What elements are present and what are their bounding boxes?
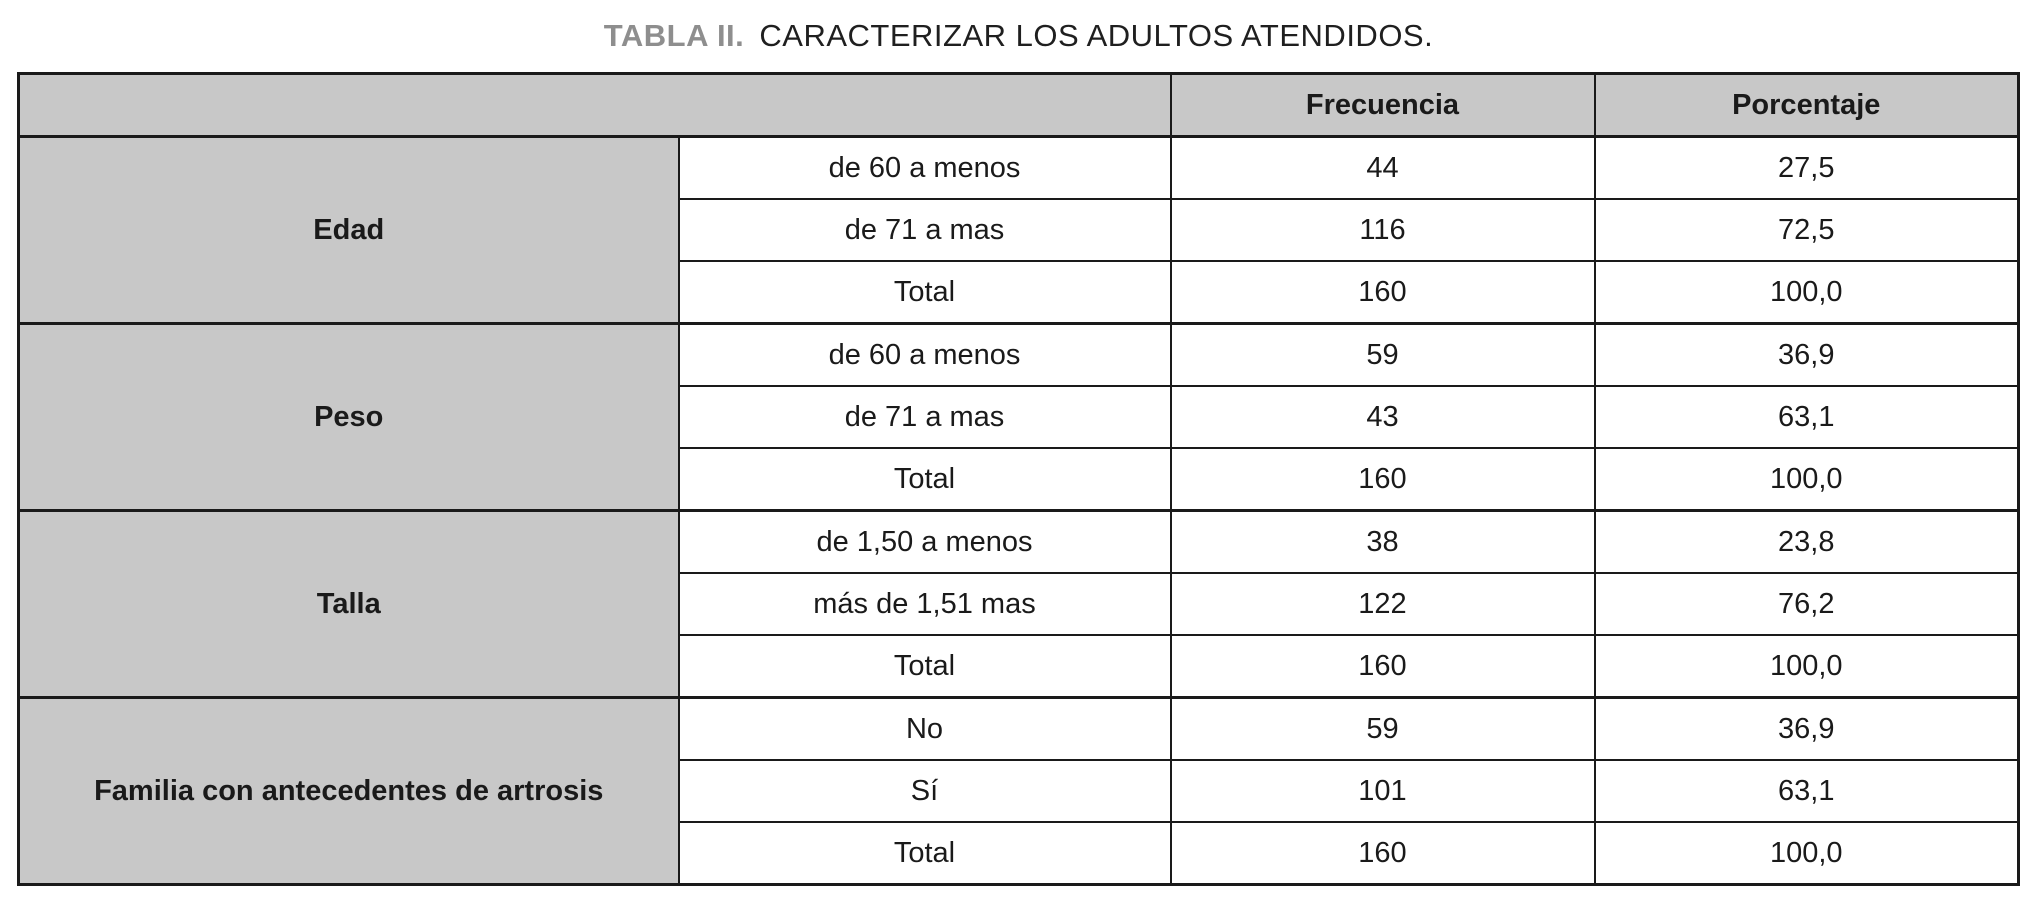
percentage-cell: 36,9	[1593, 696, 2020, 761]
frequency-cell: 59	[1169, 322, 1596, 387]
category-cell: de 1,50 a menos	[677, 509, 1172, 574]
percentage-cell: 63,1	[1593, 385, 2020, 449]
corner-cell	[17, 72, 1172, 138]
group-label-edad: Edad	[17, 135, 680, 325]
frequency-cell: 43	[1169, 385, 1596, 449]
table-row: de 71 a mas 43 63,1	[19, 385, 2020, 449]
percentage-cell: 100,0	[1593, 447, 2020, 512]
category-cell: de 60 a menos	[677, 322, 1172, 387]
table-title-label: TABLA II.	[603, 18, 745, 53]
category-cell: Total	[677, 821, 1172, 886]
percentage-cell: 100,0	[1593, 821, 2020, 886]
table-title-text: CARACTERIZAR LOS ADULTOS ATENDIDOS.	[759, 18, 1434, 53]
percentage-cell: 63,1	[1593, 759, 2020, 823]
frequency-cell: 160	[1169, 260, 1596, 325]
category-cell: Total	[677, 447, 1172, 512]
table-row: de 71 a mas 116 72,5	[19, 198, 2020, 262]
frequency-cell: 122	[1169, 572, 1596, 636]
table-row: Edad de 60 a menos 44 27,5	[17, 135, 2020, 325]
percentage-cell: 76,2	[1593, 572, 2020, 636]
percentage-cell: 100,0	[1593, 260, 2020, 325]
category-cell: de 60 a menos	[677, 135, 1172, 200]
percentage-cell: 72,5	[1593, 198, 2020, 262]
group-label-peso: Peso	[17, 322, 680, 512]
table-row: Sí 101 63,1	[19, 759, 2020, 823]
table-title: TABLA II. CARACTERIZAR LOS ADULTOS ATEND…	[0, 0, 2037, 56]
frequency-cell: 101	[1169, 759, 1596, 823]
characterization-table: Frecuencia Porcentaje Edad de 60 a menos…	[17, 72, 2020, 886]
frequency-cell: 59	[1169, 696, 1596, 761]
table-row: Total 160 100,0	[19, 821, 2020, 886]
category-cell: Total	[677, 634, 1172, 699]
column-header-frequency: Frecuencia	[1169, 72, 1596, 138]
percentage-cell: 23,8	[1593, 509, 2020, 574]
header-row: Frecuencia Porcentaje	[17, 72, 2020, 138]
percentage-cell: 27,5	[1593, 135, 2020, 200]
table-row: Peso de 60 a menos 59 36,9	[17, 322, 2020, 512]
category-cell: No	[677, 696, 1172, 761]
percentage-cell: 36,9	[1593, 322, 2020, 387]
category-cell: de 71 a mas	[677, 198, 1172, 262]
frequency-cell: 160	[1169, 821, 1596, 886]
table-row: Talla de 1,50 a menos 38 23,8	[17, 509, 2020, 699]
frequency-cell: 116	[1169, 198, 1596, 262]
table-row: Total 160 100,0	[19, 260, 2020, 325]
table-row: más de 1,51 mas 122 76,2	[19, 572, 2020, 636]
category-cell: más de 1,51 mas	[677, 572, 1172, 636]
category-cell: Sí	[677, 759, 1172, 823]
frequency-cell: 44	[1169, 135, 1596, 200]
table-row: Familia con antecedentes de artrosis No …	[17, 696, 2020, 886]
frequency-cell: 160	[1169, 634, 1596, 699]
frequency-cell: 160	[1169, 447, 1596, 512]
table-row: Total 160 100,0	[19, 447, 2020, 512]
frequency-cell: 38	[1169, 509, 1596, 574]
percentage-cell: 100,0	[1593, 634, 2020, 699]
group-label-talla: Talla	[17, 509, 680, 699]
group-label-familia-antecedentes: Familia con antecedentes de artrosis	[17, 696, 680, 886]
category-cell: Total	[677, 260, 1172, 325]
column-header-percentage: Porcentaje	[1593, 72, 2020, 138]
category-cell: de 71 a mas	[677, 385, 1172, 449]
table-row: Total 160 100,0	[19, 634, 2020, 699]
